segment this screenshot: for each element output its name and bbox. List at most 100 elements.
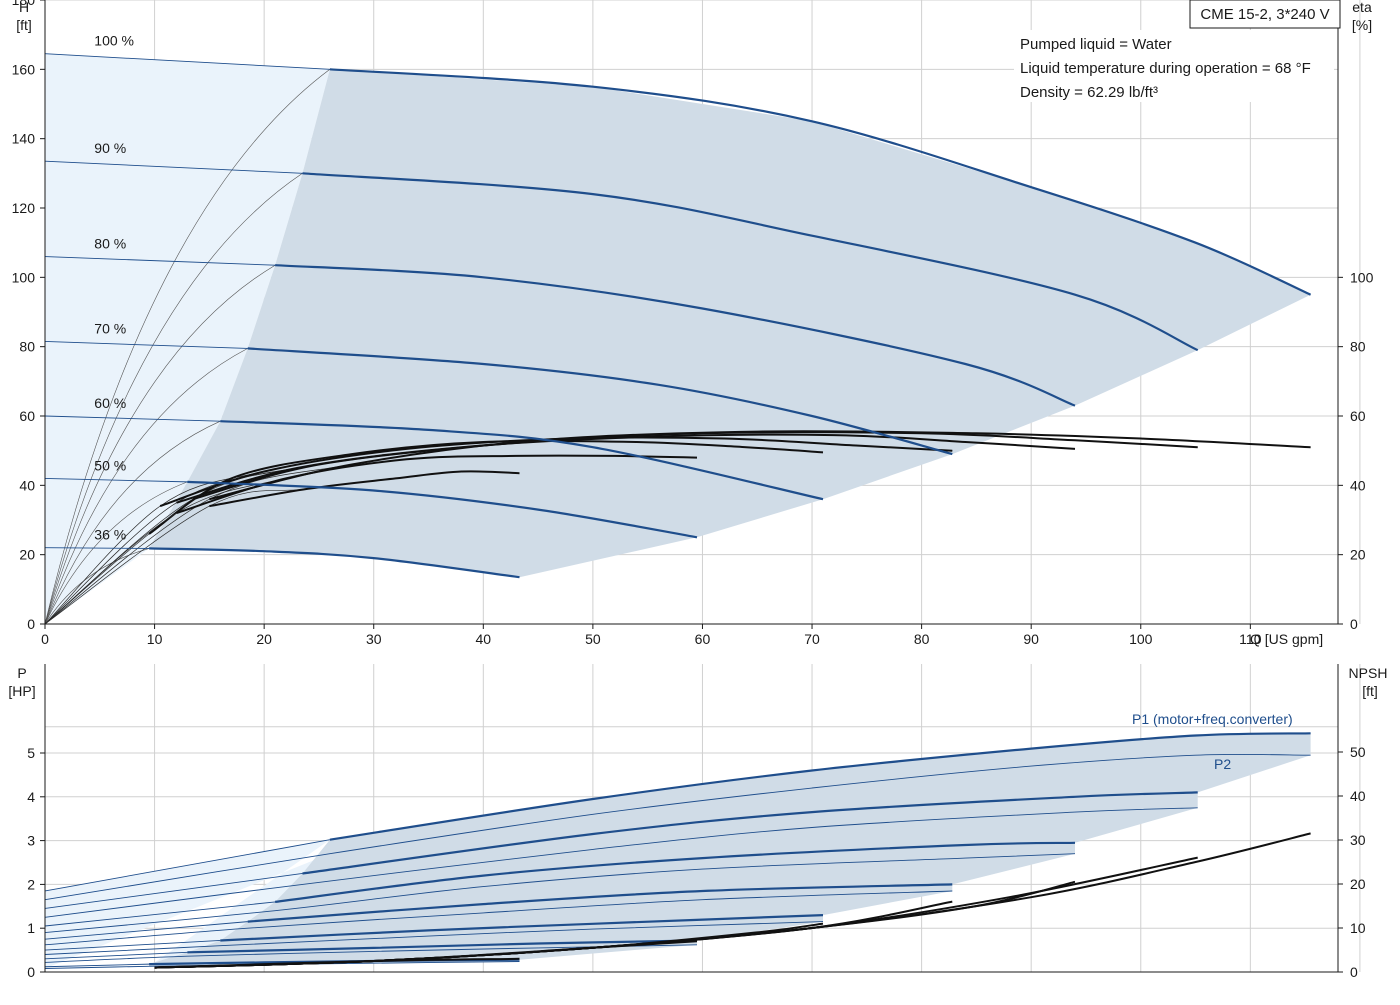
power-operating-region	[149, 733, 1311, 967]
x-tick-label-9: 90	[1023, 631, 1039, 647]
bot-y2-tick-label-1: 10	[1350, 920, 1366, 936]
eta-axis-label: eta	[1352, 0, 1372, 15]
head-origin-curve-6	[44, 548, 150, 625]
operating-region	[149, 69, 1311, 578]
x-axis-label: Q [US gpm]	[1250, 631, 1323, 647]
eta-curve-4	[148, 439, 824, 535]
head-curve-0	[329, 68, 1312, 296]
p1-curve-1	[302, 791, 1198, 875]
p2-curve-3	[44, 890, 953, 946]
bot-y-tick-label-3: 3	[27, 833, 35, 849]
top-y-tick-label-1: 20	[19, 547, 35, 563]
low-flow-region	[45, 53, 330, 624]
top-y-tick-label-9: 180	[12, 0, 36, 8]
x-tick-label-3: 30	[366, 631, 382, 647]
p1-curve-thin-3	[44, 921, 248, 940]
npsh-axis-unit: [ft]	[1362, 683, 1378, 699]
top-y-tick-label-6: 120	[12, 200, 36, 216]
p2-curve-4	[44, 921, 824, 955]
p1-curve-5	[187, 939, 698, 954]
title-box	[1189, 0, 1341, 29]
head-curve-thin-1	[44, 160, 303, 174]
top-y-tick-label-0: 0	[27, 616, 35, 632]
head-curve-4	[220, 420, 824, 501]
y-axis-unit: [ft]	[16, 17, 32, 33]
head-origin-curve-5	[44, 481, 188, 625]
npsh-curve-6	[154, 957, 520, 969]
p1-curve-0	[329, 732, 1311, 841]
x-tick-label-10: 100	[1129, 631, 1153, 647]
eta-axis-unit: [%]	[1352, 17, 1372, 33]
top-y2-tick-label-1: 20	[1350, 547, 1366, 563]
head-curve-thin-6	[44, 547, 150, 549]
head-curve-thin-5	[44, 477, 188, 483]
npsh-axis-label: NPSH	[1349, 665, 1388, 681]
head-origin-curve-3	[44, 348, 248, 625]
bot-y2-tick-label-5: 50	[1350, 744, 1366, 760]
x-tick-label-11: 110	[1239, 631, 1262, 647]
head-curve-thin-3	[44, 341, 248, 349]
bot-y-tick-label-2: 2	[27, 876, 35, 892]
head-curve-thin-4	[44, 415, 221, 422]
power-low-flow-region	[45, 839, 330, 969]
p2-curve-0	[44, 753, 1311, 901]
info-bg-0	[1014, 30, 1334, 54]
top-y-tick-label-7: 140	[12, 131, 36, 147]
top-y2-tick-label-0: 0	[1350, 616, 1358, 632]
x-tick-label-6: 60	[695, 631, 711, 647]
bot-y2-tick-label-3: 30	[1350, 832, 1366, 848]
p2-series-label: P2	[1214, 756, 1231, 772]
head-curve-2	[275, 264, 1076, 407]
p1-curve-3	[247, 883, 953, 923]
eta-curve-6	[209, 470, 520, 508]
bot-y-tick-label-4: 4	[27, 789, 35, 805]
x-tick-label-0: 0	[41, 631, 49, 647]
head-curve-5	[187, 480, 698, 539]
x-tick-label-7: 70	[804, 631, 820, 647]
head-origin-curve-1	[44, 173, 303, 625]
p1-curve-thin-6	[44, 963, 150, 968]
x-tick-label-8: 80	[914, 631, 930, 647]
p1-curve-4	[220, 914, 824, 942]
info-bg-1	[1014, 54, 1334, 78]
top-y-tick-label-8: 160	[12, 61, 36, 77]
top-y2-tick-label-2: 40	[1350, 477, 1366, 493]
y-axis-label: H	[19, 0, 29, 15]
p2-curve-1	[44, 807, 1198, 918]
speed-label-0: 100 %	[94, 33, 134, 49]
bot-y2-tick-label-2: 20	[1350, 876, 1366, 892]
top-y-tick-label-4: 80	[19, 339, 35, 355]
bot-y2-tick-label-4: 40	[1350, 788, 1366, 804]
p1-curve-2	[274, 841, 1076, 903]
head-origin-curve-0	[44, 69, 331, 625]
speed-label-2: 80 %	[94, 236, 126, 252]
head-curve-6	[149, 547, 520, 579]
head-origin-curve-4	[44, 420, 221, 625]
x-tick-label-4: 40	[476, 631, 492, 647]
x-tick-label-2: 20	[256, 631, 272, 647]
bot-y-tick-label-5: 5	[27, 745, 35, 761]
top-y2-tick-label-4: 80	[1350, 339, 1366, 355]
p1-curve-thin-4	[44, 940, 221, 951]
head-curve-1	[302, 172, 1199, 352]
p-axis-label: P	[17, 665, 26, 681]
head-curve-thin-0	[44, 53, 330, 70]
info-bg-2	[1014, 78, 1334, 102]
chart-title: CME 15-2, 3*240 V	[1200, 6, 1329, 23]
head-curve-3	[247, 347, 953, 456]
eta-curve-3	[159, 436, 953, 508]
top-y-tick-label-2: 40	[19, 477, 35, 493]
p-axis-unit: [HP]	[8, 683, 35, 699]
x-tick-label-5: 50	[585, 631, 601, 647]
bot-y-tick-label-0: 0	[27, 964, 35, 980]
p1-series-label: P1 (motor+freq.converter)	[1132, 711, 1293, 727]
top-y2-tick-label-3: 60	[1350, 408, 1366, 424]
bot-y2-tick-label-0: 0	[1350, 964, 1358, 980]
top-y2-tick-label-5: 100	[1350, 269, 1374, 285]
head-curve-thin-2	[44, 256, 276, 266]
speed-label-5: 50 %	[94, 457, 126, 473]
head-origin-curve-2	[44, 264, 276, 625]
